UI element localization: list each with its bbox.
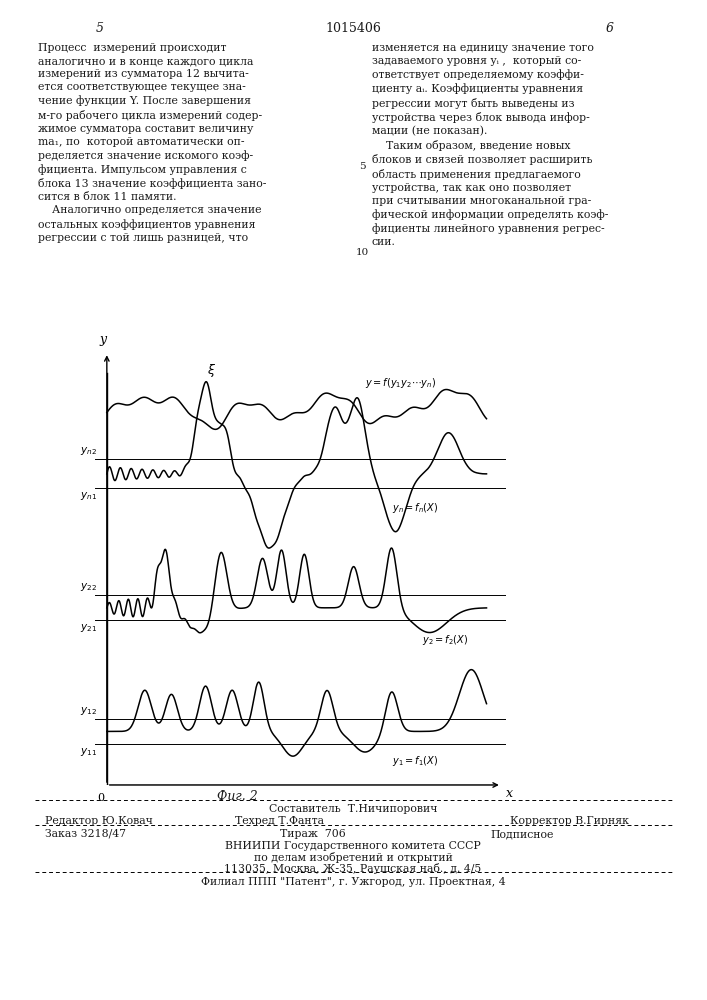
Text: 6: 6	[606, 22, 614, 35]
Text: $y_{21}$: $y_{21}$	[81, 622, 98, 634]
Text: $y_{n1}$: $y_{n1}$	[81, 490, 98, 502]
Text: ВНИИПИ Государственного комитета СССР: ВНИИПИ Государственного комитета СССР	[225, 841, 481, 851]
Text: $y_{12}$: $y_{12}$	[81, 705, 98, 717]
Text: Техред Т.Фанта: Техред Т.Фанта	[235, 816, 324, 826]
Text: Подписное: Подписное	[490, 829, 554, 839]
Text: Заказ 3218/47: Заказ 3218/47	[45, 829, 126, 839]
Text: $y_2 = f_2(X)$: $y_2 = f_2(X)$	[422, 633, 468, 647]
Text: $y = f(y_1 y_2 \cdots y_n)$: $y = f(y_1 y_2 \cdots y_n)$	[365, 376, 436, 390]
Text: $y_1 = f_1(X)$: $y_1 = f_1(X)$	[392, 754, 438, 768]
Text: $y_n = f_n(X)$: $y_n = f_n(X)$	[392, 501, 438, 515]
Text: 113035, Москва, Ж-35, Раушская наб., д. 4/5: 113035, Москва, Ж-35, Раушская наб., д. …	[224, 863, 481, 874]
Text: 1015406: 1015406	[325, 22, 381, 35]
Text: Фиг. 2: Фиг. 2	[216, 790, 257, 803]
Text: по делам изобретений и открытий: по делам изобретений и открытий	[254, 852, 452, 863]
Text: изменяется на единицу значение того
задаваемого уровня yᵢ ,  который со-
ответст: изменяется на единицу значение того зада…	[372, 43, 609, 247]
Text: 5: 5	[358, 162, 366, 171]
Text: 0: 0	[98, 793, 105, 803]
Text: 5: 5	[96, 22, 104, 35]
Text: Редактор Ю.Ковач: Редактор Ю.Ковач	[45, 816, 153, 826]
Text: $y_{11}$: $y_{11}$	[81, 746, 98, 758]
Text: Тираж  706: Тираж 706	[280, 829, 346, 839]
Text: $y_{22}$: $y_{22}$	[81, 581, 98, 593]
Text: 10: 10	[356, 248, 368, 257]
Text: Процесс  измерений происходит
аналогично и в конце каждого цикла
измерений из су: Процесс измерений происходит аналогично …	[38, 43, 267, 243]
Text: Филиал ППП "Патент", г. Ужгород, ул. Проектная, 4: Филиал ППП "Патент", г. Ужгород, ул. Про…	[201, 877, 506, 887]
Text: $y_{n2}$: $y_{n2}$	[81, 445, 98, 457]
Text: Составитель  Т.Ничипорович: Составитель Т.Ничипорович	[269, 804, 437, 814]
Text: x: x	[506, 787, 513, 800]
Text: y: y	[100, 333, 107, 346]
Text: $\xi$: $\xi$	[206, 362, 216, 379]
Text: Корректор В.Гирняк: Корректор В.Гирняк	[510, 816, 629, 826]
